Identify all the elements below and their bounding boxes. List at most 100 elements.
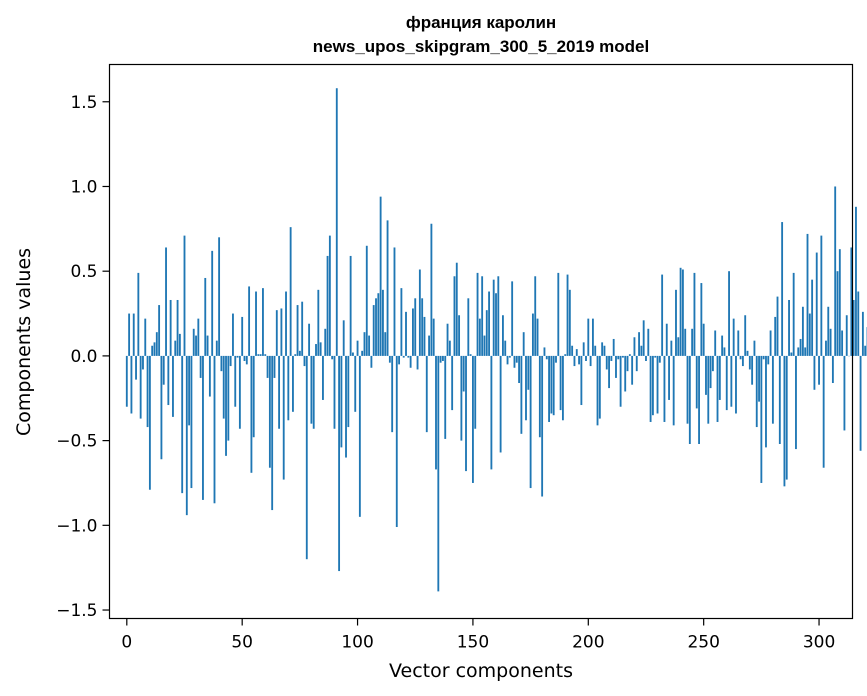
bar-25 — [183, 235, 186, 356]
bar-293 — [801, 306, 804, 356]
bar-227 — [649, 355, 652, 422]
bar-197 — [580, 355, 583, 406]
bar-66 — [278, 355, 281, 429]
bar-196 — [578, 355, 580, 365]
bar-34 — [204, 277, 207, 356]
bar-62 — [268, 355, 271, 468]
bar-221 — [635, 355, 638, 372]
bar-93 — [340, 355, 343, 448]
bar-189 — [561, 355, 564, 421]
bar-312 — [845, 315, 848, 356]
bar-126 — [416, 355, 419, 370]
bar-267 — [741, 355, 744, 367]
bar-213 — [617, 355, 620, 360]
bar-140 — [448, 340, 451, 356]
bar-261 — [728, 271, 730, 356]
bar-175 — [529, 355, 532, 489]
bar-57 — [257, 354, 260, 356]
bar-15 — [160, 355, 163, 460]
bar-309 — [838, 249, 841, 356]
bar-63 — [271, 355, 274, 511]
bar-81 — [312, 355, 315, 429]
bar-155 — [483, 335, 486, 356]
bar-319 — [861, 311, 864, 356]
bar-315 — [852, 299, 855, 356]
bar-64 — [273, 355, 276, 378]
bar-224 — [642, 320, 645, 356]
bar-65 — [275, 310, 278, 356]
bar-133 — [432, 318, 435, 356]
bar-170 — [518, 355, 520, 384]
bar-98 — [352, 352, 354, 356]
bar-99 — [354, 355, 357, 412]
bar-56 — [255, 291, 257, 356]
bar-249 — [700, 283, 703, 356]
bar-190 — [564, 354, 567, 356]
bar-54 — [250, 355, 253, 473]
bar-114 — [388, 355, 391, 363]
bar-194 — [573, 355, 576, 367]
bar-33 — [202, 355, 204, 500]
bar-74 — [296, 305, 299, 356]
bar-100 — [356, 340, 359, 356]
bar-45 — [229, 355, 232, 367]
bar-257 — [718, 355, 721, 400]
bar-263 — [732, 318, 735, 356]
bar-97 — [349, 255, 352, 356]
bar-102 — [361, 350, 364, 356]
bar-183 — [548, 355, 550, 422]
bar-10 — [148, 355, 151, 490]
bar-165 — [506, 355, 509, 365]
bar-296 — [808, 313, 811, 356]
bar-119 — [400, 288, 403, 356]
bar-279 — [769, 330, 772, 356]
bar-302 — [822, 355, 825, 468]
bar-162 — [499, 355, 502, 453]
bar-225 — [645, 355, 647, 361]
bar-145 — [460, 355, 463, 441]
bar-78 — [305, 355, 308, 560]
bar-269 — [746, 350, 749, 356]
bar-251 — [705, 355, 707, 395]
bar-144 — [458, 315, 461, 356]
bar-304 — [827, 306, 830, 356]
bar-14 — [158, 305, 161, 356]
bar-270 — [748, 355, 751, 370]
bar-36 — [208, 355, 211, 397]
bar-286 — [785, 355, 788, 480]
bar-233 — [663, 355, 666, 422]
bar-6 — [139, 355, 142, 419]
bar-86 — [324, 328, 327, 356]
bar-169 — [515, 355, 518, 363]
bar-238 — [675, 289, 677, 356]
bar-301 — [820, 235, 823, 356]
bar-300 — [818, 355, 820, 385]
bar-310 — [841, 330, 844, 356]
bar-290 — [795, 355, 797, 450]
bar-201 — [589, 355, 592, 367]
bar-148 — [467, 298, 470, 356]
bar-294 — [804, 347, 807, 356]
y-tick-label: −1.5 — [56, 601, 97, 621]
bar-50 — [241, 316, 244, 356]
bar-35 — [206, 335, 209, 356]
bar-3 — [132, 313, 135, 356]
bar-53 — [248, 286, 251, 356]
bar-199 — [585, 355, 587, 361]
bar-76 — [301, 301, 304, 356]
bar-173 — [525, 355, 527, 421]
bar-130 — [425, 355, 428, 433]
bar-12 — [153, 342, 156, 356]
bar-163 — [502, 315, 504, 356]
bar-214 — [619, 355, 622, 407]
bar-43 — [225, 355, 227, 456]
bar-320 — [864, 345, 867, 356]
bar-210 — [610, 355, 613, 361]
bar-219 — [631, 355, 634, 385]
bar-16 — [162, 355, 165, 385]
bar-217 — [626, 355, 629, 372]
bar-39 — [215, 340, 218, 356]
bar-51 — [243, 355, 246, 361]
bar-68 — [282, 355, 285, 480]
bar-193 — [571, 345, 574, 356]
